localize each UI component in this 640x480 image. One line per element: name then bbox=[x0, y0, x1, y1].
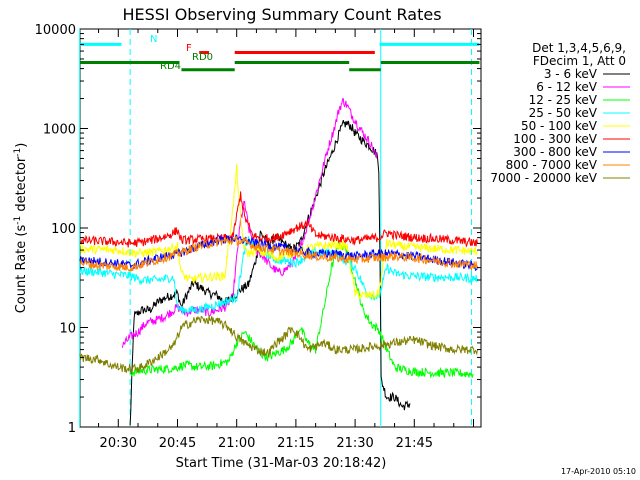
series-line-50-100-kev bbox=[79, 163, 478, 301]
series-line-3-6-kev bbox=[129, 119, 411, 426]
legend-header-2: FDecim 1, Att 0 bbox=[533, 54, 626, 68]
x-tick-label: 21:45 bbox=[396, 436, 433, 451]
flag-label-f: F bbox=[186, 43, 192, 54]
y-tick-label: 100 bbox=[51, 222, 76, 237]
timestamp: 17-Apr-2010 05:10 bbox=[561, 467, 636, 476]
flag-bars bbox=[80, 42, 480, 72]
legend-label: 50 - 100 keV bbox=[521, 119, 598, 133]
legend-label: 6 - 12 keV bbox=[536, 80, 598, 94]
y-axis-label-exp2: -1 bbox=[13, 148, 23, 157]
reference-lines bbox=[79, 29, 473, 427]
y-axis-label-end: ) bbox=[14, 143, 29, 148]
y-axis: 1 10 100 1000 10000 bbox=[35, 23, 481, 436]
legend-label: 3 - 6 keV bbox=[544, 67, 598, 81]
y-tick-label: 1000 bbox=[43, 123, 76, 138]
series-line-12-25-kev bbox=[129, 239, 474, 379]
legend: Det 1,3,4,5,6,9, FDecim 1, Att 0 3 - 6 k… bbox=[490, 41, 630, 185]
flag-label-rd4: RD4 bbox=[160, 61, 181, 72]
legend-label: 25 - 50 keV bbox=[529, 106, 598, 120]
flag-label-n: N bbox=[150, 34, 157, 45]
legend-label: 300 - 800 keV bbox=[513, 145, 597, 159]
x-tick-label: 21:00 bbox=[218, 436, 255, 451]
y-tick-label: 1 bbox=[68, 421, 76, 436]
x-tick-label: 20:30 bbox=[100, 436, 137, 451]
x-tick-label: 21:15 bbox=[277, 436, 314, 451]
series-line-800-7000-kev bbox=[79, 235, 478, 272]
y-axis-label: Count Rate (s-1 detector-1) bbox=[13, 143, 29, 314]
y-tick-label: 10 bbox=[59, 322, 76, 337]
x-tick-label: 20:45 bbox=[159, 436, 196, 451]
x-tick-label: 21:30 bbox=[336, 436, 373, 451]
x-axis-label: Start Time (31-Mar-03 20:18:42) bbox=[176, 456, 387, 471]
y-axis-label-main: Count Rate (s bbox=[14, 225, 29, 314]
series-line-6-12-kev bbox=[121, 98, 378, 348]
legend-header-1: Det 1,3,4,5,6,9, bbox=[532, 41, 626, 55]
y-axis-label-exp1: -1 bbox=[13, 216, 23, 225]
y-axis-label-mid: detector bbox=[14, 156, 29, 216]
legend-label: 7000 - 20000 keV bbox=[490, 171, 597, 185]
legend-label: 800 - 7000 keV bbox=[506, 158, 598, 172]
series-line-100-300-kev bbox=[79, 191, 478, 248]
y-tick-label: 10000 bbox=[35, 23, 76, 38]
flag-label-rd0: RD0 bbox=[192, 52, 213, 63]
x-axis: 20:30 20:45 21:00 21:15 21:30 21:45 bbox=[98, 29, 475, 451]
series-group bbox=[79, 98, 478, 426]
series-line-7000-20000-kev bbox=[79, 315, 478, 375]
legend-label: 12 - 25 keV bbox=[529, 93, 598, 107]
legend-label: 100 - 300 keV bbox=[513, 132, 597, 146]
chart-title: HESSI Observing Summary Count Rates bbox=[122, 5, 441, 24]
